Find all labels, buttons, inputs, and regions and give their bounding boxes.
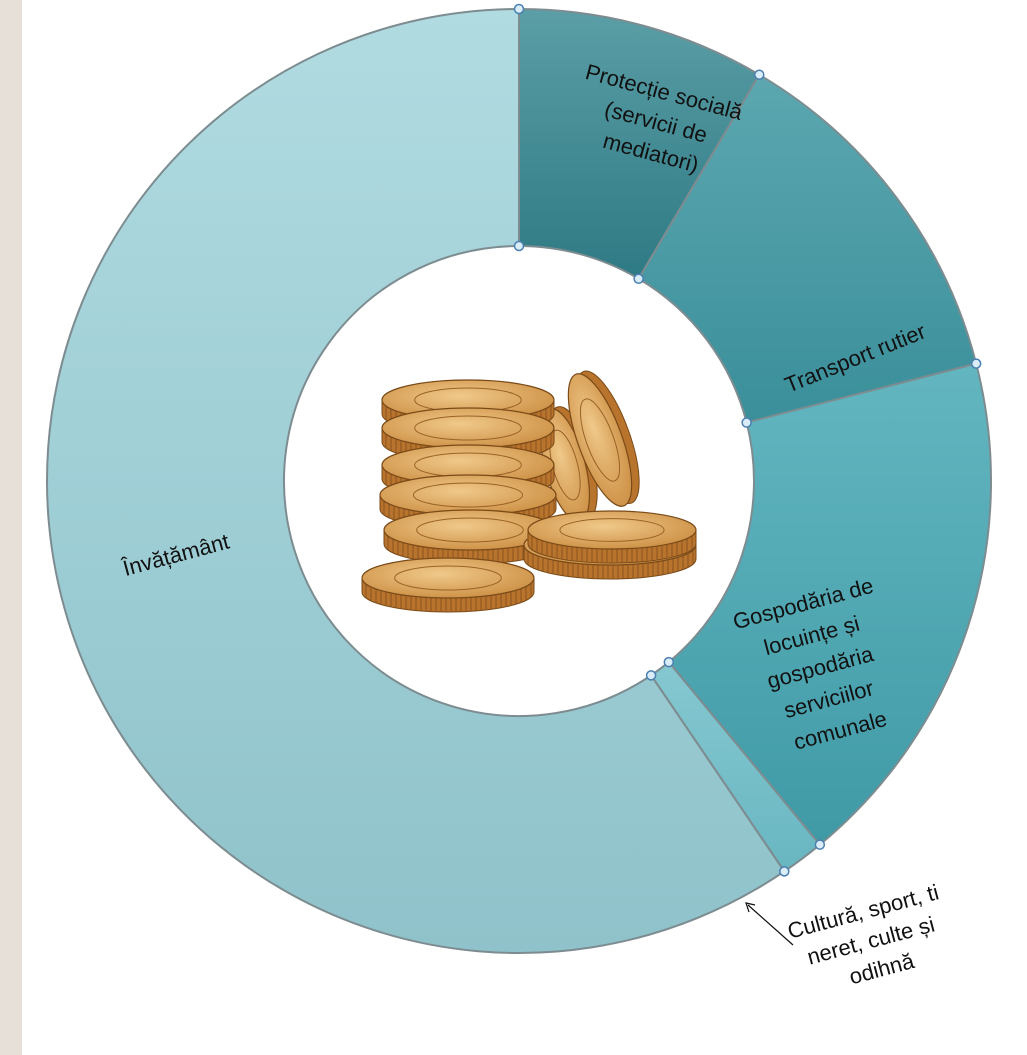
culture-leader-arrow <box>745 902 794 946</box>
coin <box>361 557 535 613</box>
segment-housing-utilities <box>667 362 992 847</box>
coin <box>567 370 640 507</box>
segment-road-transport <box>637 73 978 424</box>
label-culture: Cultură, sport, ti neret, culte și odihn… <box>785 878 963 1002</box>
coin-stack-icon <box>361 370 697 613</box>
selection-handle[interactable] <box>814 839 826 850</box>
selection-handle[interactable] <box>663 656 675 668</box>
coin <box>527 510 697 564</box>
selection-handle[interactable] <box>779 866 790 877</box>
selection-handle[interactable] <box>633 273 644 284</box>
selection-handle[interactable] <box>741 417 752 428</box>
selection-handle[interactable] <box>754 69 765 80</box>
selection-handle[interactable] <box>513 3 525 15</box>
slide-left-border <box>0 0 22 1055</box>
selection-handle[interactable] <box>513 240 525 252</box>
segment-education <box>46 7 786 954</box>
selection-handle[interactable] <box>970 358 982 369</box>
selection-handle[interactable] <box>645 670 657 681</box>
